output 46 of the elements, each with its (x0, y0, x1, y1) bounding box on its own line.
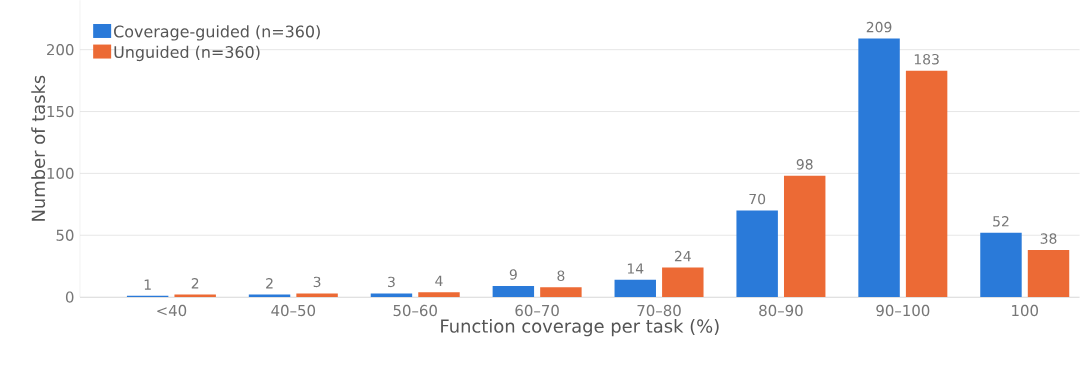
data-label: 52 (993, 215, 1009, 227)
y-tick-label: 150 (47, 105, 74, 118)
data-label: 209 (866, 21, 892, 33)
data-label: 1 (144, 279, 151, 290)
bar (736, 210, 778, 298)
y-tick-label: 0 (65, 291, 74, 303)
x-tick-label: 100 (1012, 304, 1039, 317)
bar (858, 38, 900, 298)
data-label: 3 (313, 276, 321, 288)
y-axis-title: Number of tasks (31, 75, 46, 221)
data-label: 24 (674, 250, 691, 262)
data-label: 4 (435, 275, 443, 286)
data-label: 2 (266, 278, 273, 289)
bar (905, 70, 948, 298)
data-label: 183 (914, 53, 939, 65)
x-tick-label: 80–90 (759, 304, 803, 317)
data-label: 3 (388, 276, 395, 288)
x-tick-label: 70–80 (637, 304, 681, 317)
legend-label: Coverage-guided (n=360) (114, 25, 320, 41)
data-label: 2 (191, 278, 199, 289)
bar (614, 279, 656, 298)
bar (492, 285, 535, 298)
data-label: 9 (509, 269, 517, 280)
bar (783, 175, 826, 298)
y-tick-label: 50 (56, 229, 74, 241)
data-label: 8 (557, 270, 565, 281)
data-label: 14 (627, 263, 644, 274)
data-label: 70 (749, 193, 766, 205)
bar (662, 267, 704, 298)
x-tick-label: 60–70 (515, 304, 559, 317)
data-label: 98 (796, 159, 813, 170)
x-tick-label: <40 (157, 304, 187, 317)
x-tick-label: 90–100 (876, 304, 930, 317)
bar (980, 232, 1022, 298)
bar (540, 287, 582, 298)
data-label: 38 (1040, 233, 1057, 244)
x-tick-label: 40–50 (271, 304, 316, 317)
bar (1027, 250, 1070, 298)
bar (418, 292, 460, 298)
y-tick-label: 200 (47, 44, 74, 56)
x-tick-label: 50–60 (393, 304, 437, 317)
bar (370, 293, 413, 298)
bar (296, 293, 338, 298)
legend-label: Unguided (n=360) (114, 45, 260, 62)
y-tick-label: 100 (47, 167, 74, 180)
x-axis-title: Function coverage per task (%) (441, 318, 719, 337)
